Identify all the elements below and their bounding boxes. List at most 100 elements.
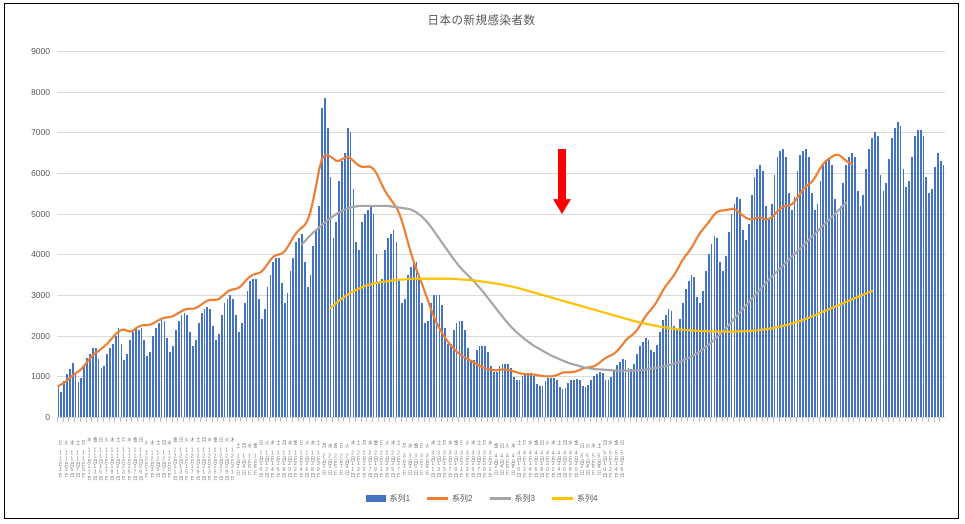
x-axis-tick-label: 日 5月2日 bbox=[578, 443, 584, 475]
x-axis-tick bbox=[664, 417, 666, 422]
bar bbox=[355, 242, 358, 417]
bar bbox=[395, 242, 398, 417]
y-axis-tick-label: 5000 bbox=[31, 208, 50, 219]
bar bbox=[573, 379, 575, 417]
x-axis-tick bbox=[870, 417, 872, 422]
legend-item[interactable]: 系列1 bbox=[365, 493, 410, 504]
bar bbox=[381, 278, 383, 417]
x-axis-tick bbox=[194, 417, 196, 422]
bar bbox=[180, 315, 183, 417]
bar bbox=[232, 299, 235, 417]
x-axis-tick-label: 月 11月9日 bbox=[80, 440, 86, 478]
x-axis-tick-label: 土 2月13日 bbox=[355, 440, 361, 478]
bar bbox=[160, 319, 163, 417]
bar bbox=[472, 360, 475, 417]
bar bbox=[504, 364, 507, 417]
bar bbox=[321, 107, 323, 417]
bar bbox=[470, 360, 472, 417]
bar bbox=[544, 381, 547, 417]
bar bbox=[914, 136, 916, 417]
bar bbox=[934, 166, 936, 417]
bar bbox=[521, 375, 524, 417]
legend-swatch bbox=[427, 497, 449, 500]
bar bbox=[659, 331, 661, 417]
bar bbox=[553, 378, 555, 417]
bar bbox=[132, 331, 134, 417]
x-axis-tick bbox=[383, 417, 385, 422]
bar bbox=[100, 368, 103, 417]
bar bbox=[882, 191, 885, 417]
bar bbox=[386, 238, 389, 417]
bar bbox=[558, 386, 561, 417]
x-axis-tick-label: 日 1月24日 bbox=[298, 440, 304, 478]
bar bbox=[696, 297, 699, 417]
bar bbox=[123, 360, 126, 417]
bar bbox=[134, 327, 137, 417]
bar bbox=[94, 347, 97, 417]
x-axis-tick bbox=[755, 417, 757, 422]
legend-item[interactable]: 系列4 bbox=[551, 493, 597, 504]
bar bbox=[412, 262, 415, 417]
bar bbox=[484, 345, 487, 417]
bar bbox=[266, 286, 269, 417]
bar bbox=[928, 193, 931, 417]
x-axis-tick-label: 月 4月12日 bbox=[521, 440, 527, 478]
x-axis-tick-label: 火 12月29日 bbox=[223, 437, 229, 481]
bar bbox=[888, 158, 891, 417]
x-axis-tick bbox=[223, 417, 225, 422]
bar bbox=[280, 282, 283, 417]
bar bbox=[60, 391, 63, 417]
x-axis-tick-label: 月 3月15日 bbox=[441, 440, 447, 478]
x-axis-tick bbox=[429, 417, 431, 422]
bar bbox=[177, 321, 180, 417]
line-series bbox=[57, 153, 854, 388]
x-axis-tick bbox=[853, 417, 855, 422]
x-axis-tick-label: 水 12月9日 bbox=[166, 440, 172, 478]
bar bbox=[816, 203, 819, 417]
x-axis-tick-label: 月 1月18日 bbox=[280, 440, 286, 478]
bar bbox=[856, 191, 859, 417]
legend-item[interactable]: 系列3 bbox=[489, 493, 535, 504]
bar bbox=[220, 315, 223, 417]
bar bbox=[401, 303, 404, 417]
bar bbox=[338, 181, 341, 417]
bar bbox=[535, 383, 538, 417]
x-axis-tick-label: 土 5月8日 bbox=[595, 443, 601, 475]
bar bbox=[925, 177, 928, 417]
x-axis-tick-label: 日 11月1日 bbox=[57, 440, 63, 478]
legend-item[interactable]: 系列2 bbox=[427, 493, 473, 504]
x-axis-tick bbox=[131, 417, 133, 422]
x-axis-tick-label: 火 3月9日 bbox=[424, 443, 430, 475]
x-axis-tick-label: 火 12月15日 bbox=[183, 437, 189, 481]
bar bbox=[704, 270, 707, 417]
bar bbox=[349, 132, 352, 417]
x-axis-tick-label: 月 3月29日 bbox=[481, 440, 487, 478]
bar bbox=[57, 386, 60, 417]
x-axis-tick bbox=[240, 417, 242, 422]
bar bbox=[195, 339, 197, 417]
bar bbox=[197, 323, 200, 417]
bar bbox=[830, 164, 833, 417]
x-axis-tick bbox=[246, 417, 248, 422]
bar bbox=[908, 181, 911, 417]
x-axis-tick bbox=[91, 417, 93, 422]
x-axis-tick-label: 金 12月25日 bbox=[212, 437, 218, 481]
x-axis-tick-label: 土 1月16日 bbox=[275, 440, 281, 478]
x-axis-tick-label: 木 1月28日 bbox=[309, 440, 315, 478]
bar bbox=[779, 150, 782, 417]
y-axis-tick-label: 2000 bbox=[31, 330, 50, 341]
bar bbox=[936, 152, 939, 417]
bar bbox=[713, 236, 716, 417]
x-axis-tick bbox=[366, 417, 368, 422]
x-axis-tick-label: 金 4月16日 bbox=[532, 440, 538, 478]
bar bbox=[223, 303, 226, 417]
bar bbox=[149, 351, 151, 417]
red-down-arrow-annotation bbox=[552, 148, 572, 214]
bar bbox=[318, 205, 320, 417]
x-axis-tick-label: 月 2月15日 bbox=[361, 440, 367, 478]
x-axis-tick-label: 日 2月21日 bbox=[378, 440, 384, 478]
y-axis-tick-label: 3000 bbox=[31, 290, 50, 300]
x-axis-tick-label: 木 11月19日 bbox=[108, 437, 114, 481]
bar bbox=[833, 199, 836, 417]
x-axis-tick bbox=[836, 417, 838, 422]
